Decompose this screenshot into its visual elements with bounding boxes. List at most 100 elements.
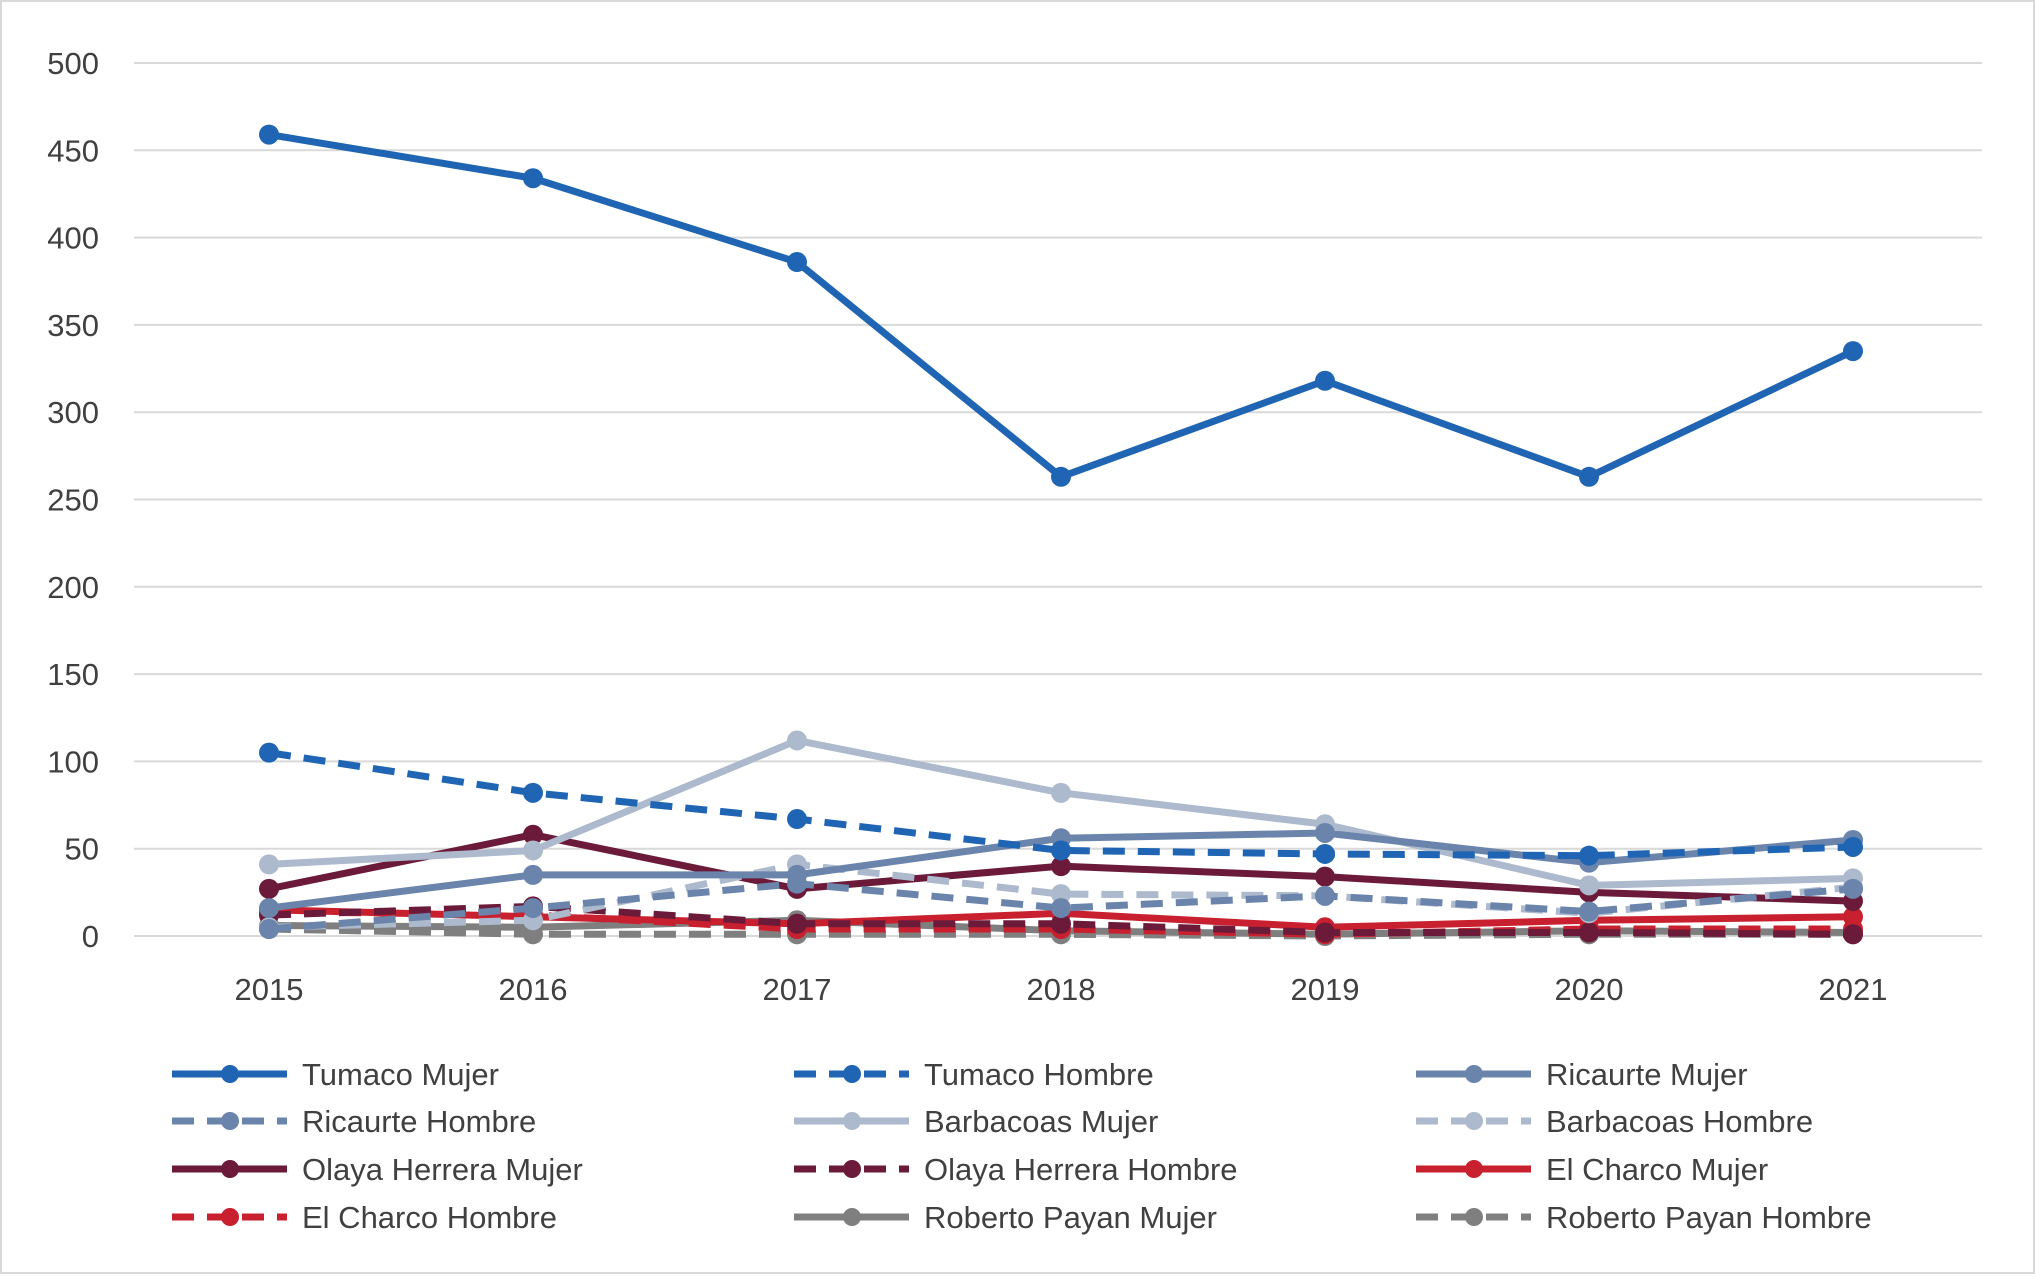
legend-label-el-charco-mujer: El Charco Mujer [1546, 1152, 1768, 1187]
data-point-ricaurte-hombre-2021 [1843, 878, 1863, 899]
legend-label-barbacoas-hombre: Barbacoas Hombre [1546, 1104, 1813, 1139]
legend-marker-olaya-herrera-hombre [843, 1160, 861, 1178]
x-tick-label-2016: 2016 [499, 972, 568, 1007]
data-point-ricaurte-hombre-2016 [523, 898, 543, 919]
y-tick-label-400: 400 [47, 221, 99, 256]
y-tick-label-350: 350 [47, 308, 99, 343]
legend-item-tumaco-mujer: Tumaco Mujer [172, 1057, 499, 1092]
data-point-ricaurte-mujer-2019 [1315, 822, 1335, 843]
data-point-barbacoas-mujer-2017 [787, 730, 807, 751]
data-point-olaya-herrera-mujer-2019 [1315, 866, 1335, 887]
data-point-olaya-herrera-hombre-2020 [1579, 922, 1599, 943]
legend-item-tumaco-hombre: Tumaco Hombre [794, 1057, 1154, 1092]
data-point-olaya-herrera-mujer-2018 [1051, 856, 1071, 877]
legend-marker-barbacoas-mujer [843, 1112, 861, 1130]
legend-item-ricaurte-hombre: Ricaurte Hombre [172, 1104, 536, 1139]
data-point-tumaco-hombre-2018 [1051, 840, 1071, 861]
x-axis-ticks: 2015 2016 2017 2018 2019 2020 2021 [235, 972, 1888, 1007]
series-tumaco-mujer [259, 124, 1863, 487]
data-point-tumaco-hombre-2016 [523, 782, 543, 803]
y-tick-label-150: 150 [47, 657, 99, 692]
grid-lines [134, 62, 1982, 937]
x-tick-label-2020: 2020 [1555, 972, 1624, 1007]
legend-item-el-charco-hombre: El Charco Hombre [172, 1200, 557, 1235]
data-point-ricaurte-mujer-2016 [523, 864, 543, 885]
data-point-barbacoas-mujer-2015 [259, 854, 279, 875]
legend-label-roberto-payan-hombre: Roberto Payan Hombre [1546, 1200, 1872, 1235]
x-tick-label-2017: 2017 [763, 972, 832, 1007]
data-point-barbacoas-mujer-2016 [523, 840, 543, 861]
legend-item-roberto-payan-mujer: Roberto Payan Mujer [794, 1200, 1217, 1235]
y-tick-label-0: 0 [82, 919, 99, 954]
x-tick-label-2019: 2019 [1291, 972, 1360, 1007]
legend-label-tumaco-mujer: Tumaco Mujer [302, 1057, 499, 1092]
legend-marker-el-charco-mujer [1465, 1160, 1483, 1178]
data-point-tumaco-hombre-2015 [259, 742, 279, 763]
legend-marker-ricaurte-mujer [1465, 1065, 1483, 1083]
legend-item-el-charco-mujer: El Charco Mujer [1416, 1152, 1768, 1187]
series-line-tumaco-mujer [268, 131, 1855, 481]
data-point-tumaco-mujer-2016 [523, 168, 543, 189]
legend-marker-el-charco-hombre [221, 1208, 239, 1226]
data-point-tumaco-mujer-2019 [1315, 370, 1335, 391]
legend-marker-olaya-herrera-mujer [221, 1160, 239, 1178]
data-point-ricaurte-mujer-2015 [259, 898, 279, 919]
data-point-ricaurte-hombre-2015 [259, 919, 279, 940]
data-point-tumaco-mujer-2021 [1843, 341, 1863, 362]
legend-marker-tumaco-hombre [843, 1065, 861, 1083]
legend-item-ricaurte-mujer: Ricaurte Mujer [1416, 1057, 1748, 1092]
y-axis-ticks: 0 50 100 150 200 250 300 350 400 450 500 [47, 46, 99, 954]
data-point-tumaco-mujer-2020 [1579, 466, 1599, 487]
data-point-barbacoas-mujer-2020 [1579, 875, 1599, 896]
legend-item-barbacoas-mujer: Barbacoas Mujer [794, 1104, 1158, 1139]
data-point-ricaurte-mujer-2017 [787, 864, 807, 885]
data-point-tumaco-mujer-2018 [1051, 466, 1071, 487]
legend-label-roberto-payan-mujer: Roberto Payan Mujer [924, 1200, 1217, 1235]
data-point-tumaco-mujer-2015 [259, 124, 279, 145]
data-point-olaya-herrera-mujer-2015 [259, 878, 279, 899]
y-tick-label-50: 50 [65, 832, 99, 867]
legend-item-barbacoas-hombre: Barbacoas Hombre [1416, 1104, 1813, 1139]
data-point-olaya-herrera-hombre-2018 [1051, 913, 1071, 934]
data-point-ricaurte-hombre-2018 [1051, 898, 1071, 919]
x-tick-label-2021: 2021 [1819, 972, 1888, 1007]
data-point-olaya-herrera-mujer-2016 [523, 824, 543, 845]
legend-label-olaya-herrera-mujer: Olaya Herrera Mujer [302, 1152, 583, 1187]
data-point-barbacoas-mujer-2018 [1051, 782, 1071, 803]
legend-marker-ricaurte-hombre [221, 1112, 239, 1130]
data-point-olaya-herrera-hombre-2017 [787, 913, 807, 934]
legend-item-olaya-herrera-mujer: Olaya Herrera Mujer [172, 1152, 583, 1187]
legend-marker-roberto-payan-mujer [843, 1208, 861, 1226]
data-point-el-charco-mujer-2021 [1843, 906, 1863, 927]
series-ricaurte-hombre [259, 873, 1863, 940]
data-point-barbacoas-hombre-2018 [1051, 884, 1071, 905]
legend-label-el-charco-hombre: El Charco Hombre [302, 1200, 557, 1235]
legend-item-roberto-payan-hombre: Roberto Payan Hombre [1416, 1200, 1872, 1235]
y-tick-label-300: 300 [47, 395, 99, 430]
y-tick-label-200: 200 [47, 570, 99, 605]
y-tick-label-500: 500 [47, 46, 99, 81]
data-point-tumaco-mujer-2017 [787, 252, 807, 273]
legend-marker-tumaco-mujer [221, 1065, 239, 1083]
legend-label-barbacoas-mujer: Barbacoas Mujer [924, 1104, 1158, 1139]
data-point-olaya-herrera-hombre-2021 [1843, 924, 1863, 945]
legend-label-tumaco-hombre: Tumaco Hombre [924, 1057, 1154, 1092]
x-tick-label-2015: 2015 [235, 972, 304, 1007]
series-lines [259, 124, 1863, 946]
legend: Tumaco Mujer Tumaco Hombre Ricaurte Mujer R… [172, 1057, 1872, 1235]
series-tumaco-hombre [259, 742, 1863, 866]
legend-label-ricaurte-hombre: Ricaurte Hombre [302, 1104, 536, 1139]
legend-marker-roberto-payan-hombre [1465, 1208, 1483, 1226]
data-point-tumaco-hombre-2021 [1843, 836, 1863, 857]
data-point-tumaco-hombre-2019 [1315, 843, 1335, 864]
data-point-ricaurte-hombre-2020 [1579, 901, 1599, 922]
y-tick-label-450: 450 [47, 133, 99, 168]
data-point-tumaco-hombre-2020 [1579, 845, 1599, 866]
data-point-tumaco-hombre-2017 [787, 809, 807, 830]
y-tick-label-100: 100 [47, 744, 99, 779]
legend-label-ricaurte-mujer: Ricaurte Mujer [1546, 1057, 1748, 1092]
legend-marker-barbacoas-hombre [1465, 1112, 1483, 1130]
data-point-ricaurte-hombre-2019 [1315, 885, 1335, 906]
